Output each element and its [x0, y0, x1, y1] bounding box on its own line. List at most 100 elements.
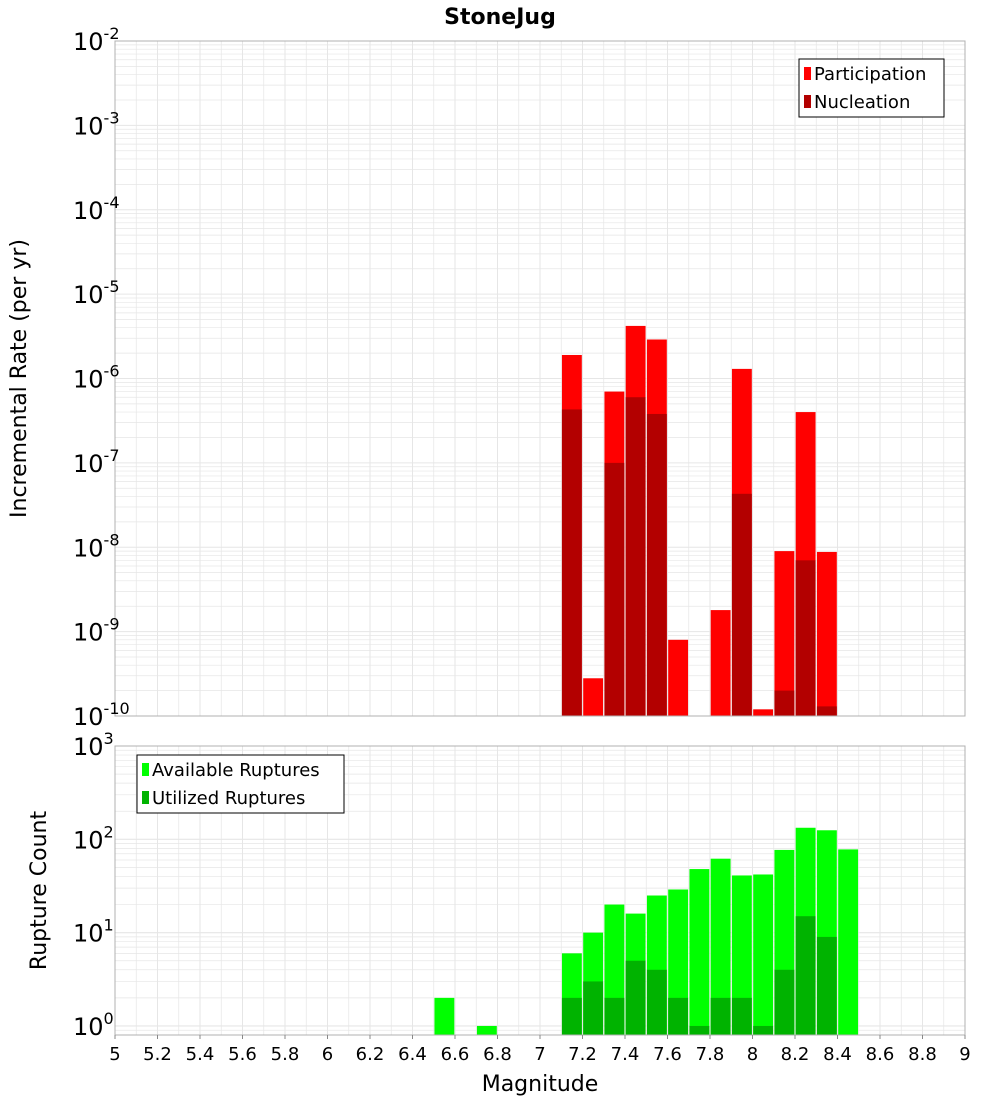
- y-tick-exponent: -3: [104, 108, 120, 127]
- x-tick-label: 5: [109, 1044, 120, 1065]
- y-tick-exponent: 3: [104, 729, 114, 748]
- x-tick-labels: 5 5.2 5.4 5.6 5.8 6 6.2 6.4 6.6 6.8 7 7.2 7.4 7.6 7.8 8…: [109, 1035, 971, 1065]
- nucleation-bar: [561, 409, 582, 716]
- top-panel: 10-2 10-3 10-4 10-5 10-6 10-7 10-8 10-9 10-10 Inc…: [7, 24, 966, 731]
- available-ruptures-bar: [689, 869, 710, 1035]
- y-tick-exponent: -6: [104, 362, 120, 381]
- participation-bar: [753, 709, 774, 716]
- x-tick-label: 8: [747, 1044, 758, 1065]
- x-axis-label: Magnitude: [482, 1072, 599, 1097]
- chart-title: StoneJug: [444, 5, 556, 30]
- y-tick-label: 10-2: [73, 24, 120, 56]
- x-tick-label: 7.4: [611, 1044, 640, 1065]
- count-bars: [434, 827, 859, 1035]
- y-tick-exponent: -4: [104, 193, 120, 212]
- participation-bar: [583, 678, 604, 716]
- x-tick-label: 7: [534, 1044, 545, 1065]
- grid: [114, 40, 966, 717]
- participation-bar: [774, 551, 795, 716]
- utilized-ruptures-bar: [753, 1025, 774, 1035]
- utilized-ruptures-bar: [668, 997, 689, 1035]
- legend: Available Ruptures Utilized Ruptures: [136, 754, 345, 814]
- x-tick-label: 5.4: [186, 1044, 215, 1065]
- x-tick-label: 5.8: [271, 1044, 300, 1065]
- x-tick-label: 5.2: [143, 1044, 172, 1065]
- utilized-ruptures-bar: [561, 997, 582, 1035]
- y-tick-label: 10-6: [73, 362, 120, 394]
- y-tick-label: 10-4: [73, 193, 120, 225]
- legend-label: Participation: [814, 64, 926, 85]
- x-tick-label: 6.6: [441, 1044, 470, 1065]
- y-tick-exponent: 2: [104, 822, 114, 841]
- utilized-ruptures-bar: [816, 936, 837, 1035]
- legend-label: Nucleation: [814, 92, 910, 113]
- nucleation-bar: [795, 560, 816, 716]
- y-tick-exponent: -7: [104, 446, 120, 465]
- nucleation-bar: [816, 706, 837, 716]
- legend-box: [136, 754, 345, 814]
- legend-swatch: [142, 791, 149, 804]
- x-tick-label: 5.6: [228, 1044, 257, 1065]
- nucleation-bar: [604, 462, 625, 716]
- utilized-ruptures-bar: [795, 916, 816, 1035]
- y-tick-label: 10-9: [73, 615, 120, 647]
- legend: Participation Nucleation: [798, 58, 945, 118]
- legend-label: Utilized Ruptures: [152, 788, 305, 809]
- y-tick-label: 10-8: [73, 530, 120, 562]
- y-tick-label: 10-3: [73, 108, 120, 140]
- x-tick-label: 6: [322, 1044, 333, 1065]
- legend-swatch: [804, 95, 811, 108]
- available-ruptures-bar: [434, 997, 455, 1035]
- y-tick-exponent: -2: [104, 24, 120, 43]
- y-tick-exponent: 0: [104, 1009, 114, 1028]
- participation-bar: [816, 551, 837, 716]
- x-tick-label: 6.4: [398, 1044, 427, 1065]
- utilized-ruptures-bar: [625, 960, 646, 1035]
- utilized-ruptures-bar: [646, 969, 667, 1035]
- x-tick-label: 8.4: [823, 1044, 852, 1065]
- available-ruptures-bar: [753, 874, 774, 1035]
- x-tick-label: 7.8: [696, 1044, 725, 1065]
- utilized-ruptures-bar: [689, 1025, 710, 1035]
- y-tick-exponent: -8: [104, 530, 120, 549]
- legend-box: [798, 58, 945, 118]
- y-tick-exponent: -10: [104, 699, 130, 718]
- y-tick-exponent: -5: [104, 277, 120, 296]
- x-tick-label: 9: [959, 1044, 970, 1065]
- y-tick-exponent: 1: [104, 916, 114, 935]
- available-ruptures-bar: [731, 875, 752, 1035]
- available-ruptures-bar: [710, 858, 731, 1035]
- utilized-ruptures-bar: [774, 969, 795, 1035]
- x-tick-label: 6.2: [356, 1044, 385, 1065]
- available-ruptures-bar: [476, 1025, 497, 1035]
- available-ruptures-bar: [838, 849, 859, 1035]
- nucleation-bar: [625, 397, 646, 716]
- x-tick-label: 8.6: [866, 1044, 895, 1065]
- x-tick-label: 8.2: [781, 1044, 810, 1065]
- x-tick-label: 7.6: [653, 1044, 682, 1065]
- participation-bar: [668, 639, 689, 716]
- nucleation-bar: [731, 493, 752, 716]
- utilized-ruptures-bar: [710, 997, 731, 1035]
- x-tick-label: 8.8: [908, 1044, 937, 1065]
- y-tick-label: 103: [73, 729, 114, 761]
- y-tick-label: 100: [73, 1009, 114, 1041]
- y-tick-label: 10-10: [73, 699, 130, 731]
- legend-label: Available Ruptures: [152, 760, 320, 781]
- nucleation-bar: [646, 413, 667, 716]
- nucleation-bar: [774, 690, 795, 716]
- y-axis-label: Incremental Rate (per yr): [7, 239, 32, 518]
- utilized-ruptures-bar: [583, 981, 604, 1035]
- legend-swatch: [142, 763, 149, 776]
- y-tick-label: 10-5: [73, 277, 120, 309]
- plot-frame: [114, 40, 966, 717]
- y-tick-label: 102: [73, 822, 114, 854]
- y-axis-label: Rupture Count: [27, 811, 52, 971]
- y-tick-exponent: -9: [104, 615, 120, 634]
- y-tick-label: 10-7: [73, 446, 120, 478]
- participation-bar: [710, 610, 731, 716]
